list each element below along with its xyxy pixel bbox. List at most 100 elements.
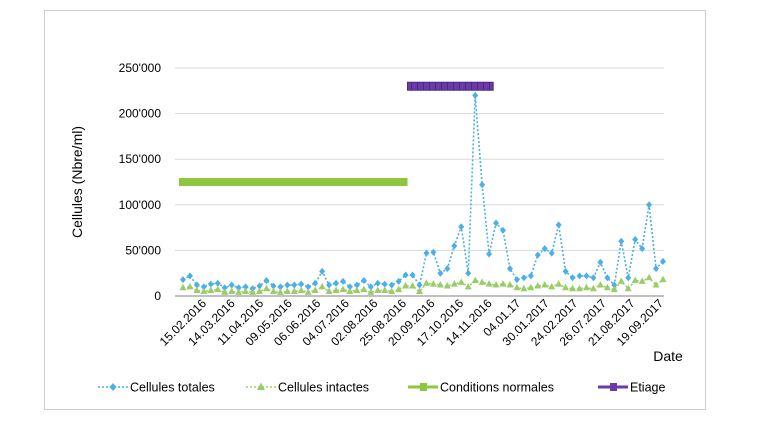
data-point xyxy=(312,279,319,287)
data-point xyxy=(458,223,465,231)
data-point xyxy=(603,283,611,291)
data-point xyxy=(381,286,389,294)
data-point xyxy=(624,284,632,292)
data-point xyxy=(409,271,416,279)
data-point xyxy=(186,272,193,280)
data-point xyxy=(569,274,576,282)
data-point xyxy=(534,251,541,259)
data-point xyxy=(326,281,333,289)
data-point xyxy=(617,277,625,284)
y-tick-label: 250'000 xyxy=(119,61,162,75)
y-axis-label: Cellules (Nbre/ml) xyxy=(69,126,85,238)
y-tick-label: 0 xyxy=(154,289,161,303)
legend-marker xyxy=(610,383,617,391)
data-point xyxy=(513,276,520,284)
data-point xyxy=(548,249,555,257)
data-point xyxy=(583,272,590,280)
data-point xyxy=(506,265,513,273)
data-point xyxy=(582,283,590,291)
data-point xyxy=(429,280,437,287)
data-point xyxy=(659,275,667,283)
data-point xyxy=(416,287,424,294)
data-point xyxy=(493,219,500,227)
data-point xyxy=(576,284,584,292)
data-point xyxy=(465,269,472,277)
legend-label: Conditions normales xyxy=(440,381,554,395)
data-point xyxy=(437,269,444,277)
data-point xyxy=(353,281,360,289)
legend-marker xyxy=(257,382,265,390)
data-point xyxy=(228,287,236,294)
data-point xyxy=(193,286,201,294)
data-point xyxy=(367,288,375,295)
data-point xyxy=(555,221,562,229)
data-point xyxy=(472,91,479,99)
data-point xyxy=(430,248,437,256)
data-point xyxy=(457,278,465,285)
y-axis-ticks: 0 50'000 100'000 150'000 200'000 250'000 xyxy=(119,61,162,303)
x-axis-ticks: 15.02.201614.03.201611.04.201609.05.2016… xyxy=(157,296,667,349)
data-point xyxy=(450,280,458,287)
data-point xyxy=(631,276,639,283)
data-point xyxy=(562,283,570,291)
data-point xyxy=(443,281,451,289)
data-point xyxy=(506,281,514,288)
period-bar xyxy=(179,178,408,186)
data-point xyxy=(346,283,353,291)
data-point xyxy=(297,286,305,294)
data-point xyxy=(333,279,340,287)
data-point xyxy=(486,250,493,258)
y-tick-label: 50'000 xyxy=(125,243,161,257)
data-point xyxy=(353,286,361,294)
data-point xyxy=(520,284,528,292)
data-point xyxy=(485,280,493,287)
data-point xyxy=(444,265,451,273)
data-point xyxy=(409,281,417,289)
data-point xyxy=(589,284,597,292)
data-point xyxy=(298,280,305,288)
series-line xyxy=(182,95,664,290)
data-point xyxy=(242,287,250,294)
data-point xyxy=(180,276,186,284)
data-point xyxy=(346,287,354,294)
data-point xyxy=(207,280,214,288)
data-point xyxy=(479,181,486,189)
data-point xyxy=(290,287,298,294)
data-point xyxy=(228,281,235,289)
data-point xyxy=(436,281,444,288)
data-point xyxy=(311,286,319,294)
data-point xyxy=(541,281,549,288)
data-point xyxy=(548,282,556,290)
data-point xyxy=(569,284,577,292)
data-point xyxy=(284,281,291,289)
data-point xyxy=(200,287,208,294)
data-point xyxy=(249,288,257,295)
data-point xyxy=(360,276,367,284)
data-point xyxy=(291,281,298,289)
data-point xyxy=(214,279,221,287)
data-point xyxy=(256,287,264,294)
data-point xyxy=(646,201,653,209)
data-point xyxy=(513,283,521,291)
legend-label: Etiage xyxy=(630,381,665,395)
data-point xyxy=(332,286,340,294)
data-point xyxy=(527,272,534,280)
data-point xyxy=(269,287,277,294)
data-point xyxy=(318,282,326,290)
series-line xyxy=(182,276,664,294)
data-point xyxy=(541,245,548,253)
data-point xyxy=(179,283,187,291)
data-point xyxy=(597,258,604,266)
series-lines xyxy=(179,91,667,295)
data-point xyxy=(618,237,625,245)
data-point xyxy=(235,288,243,295)
data-point xyxy=(639,245,646,253)
data-point xyxy=(660,257,666,265)
data-point xyxy=(395,277,402,285)
data-point xyxy=(562,267,569,275)
data-point xyxy=(638,277,646,284)
data-point xyxy=(374,279,381,287)
data-point xyxy=(340,277,346,285)
data-point xyxy=(388,281,395,289)
